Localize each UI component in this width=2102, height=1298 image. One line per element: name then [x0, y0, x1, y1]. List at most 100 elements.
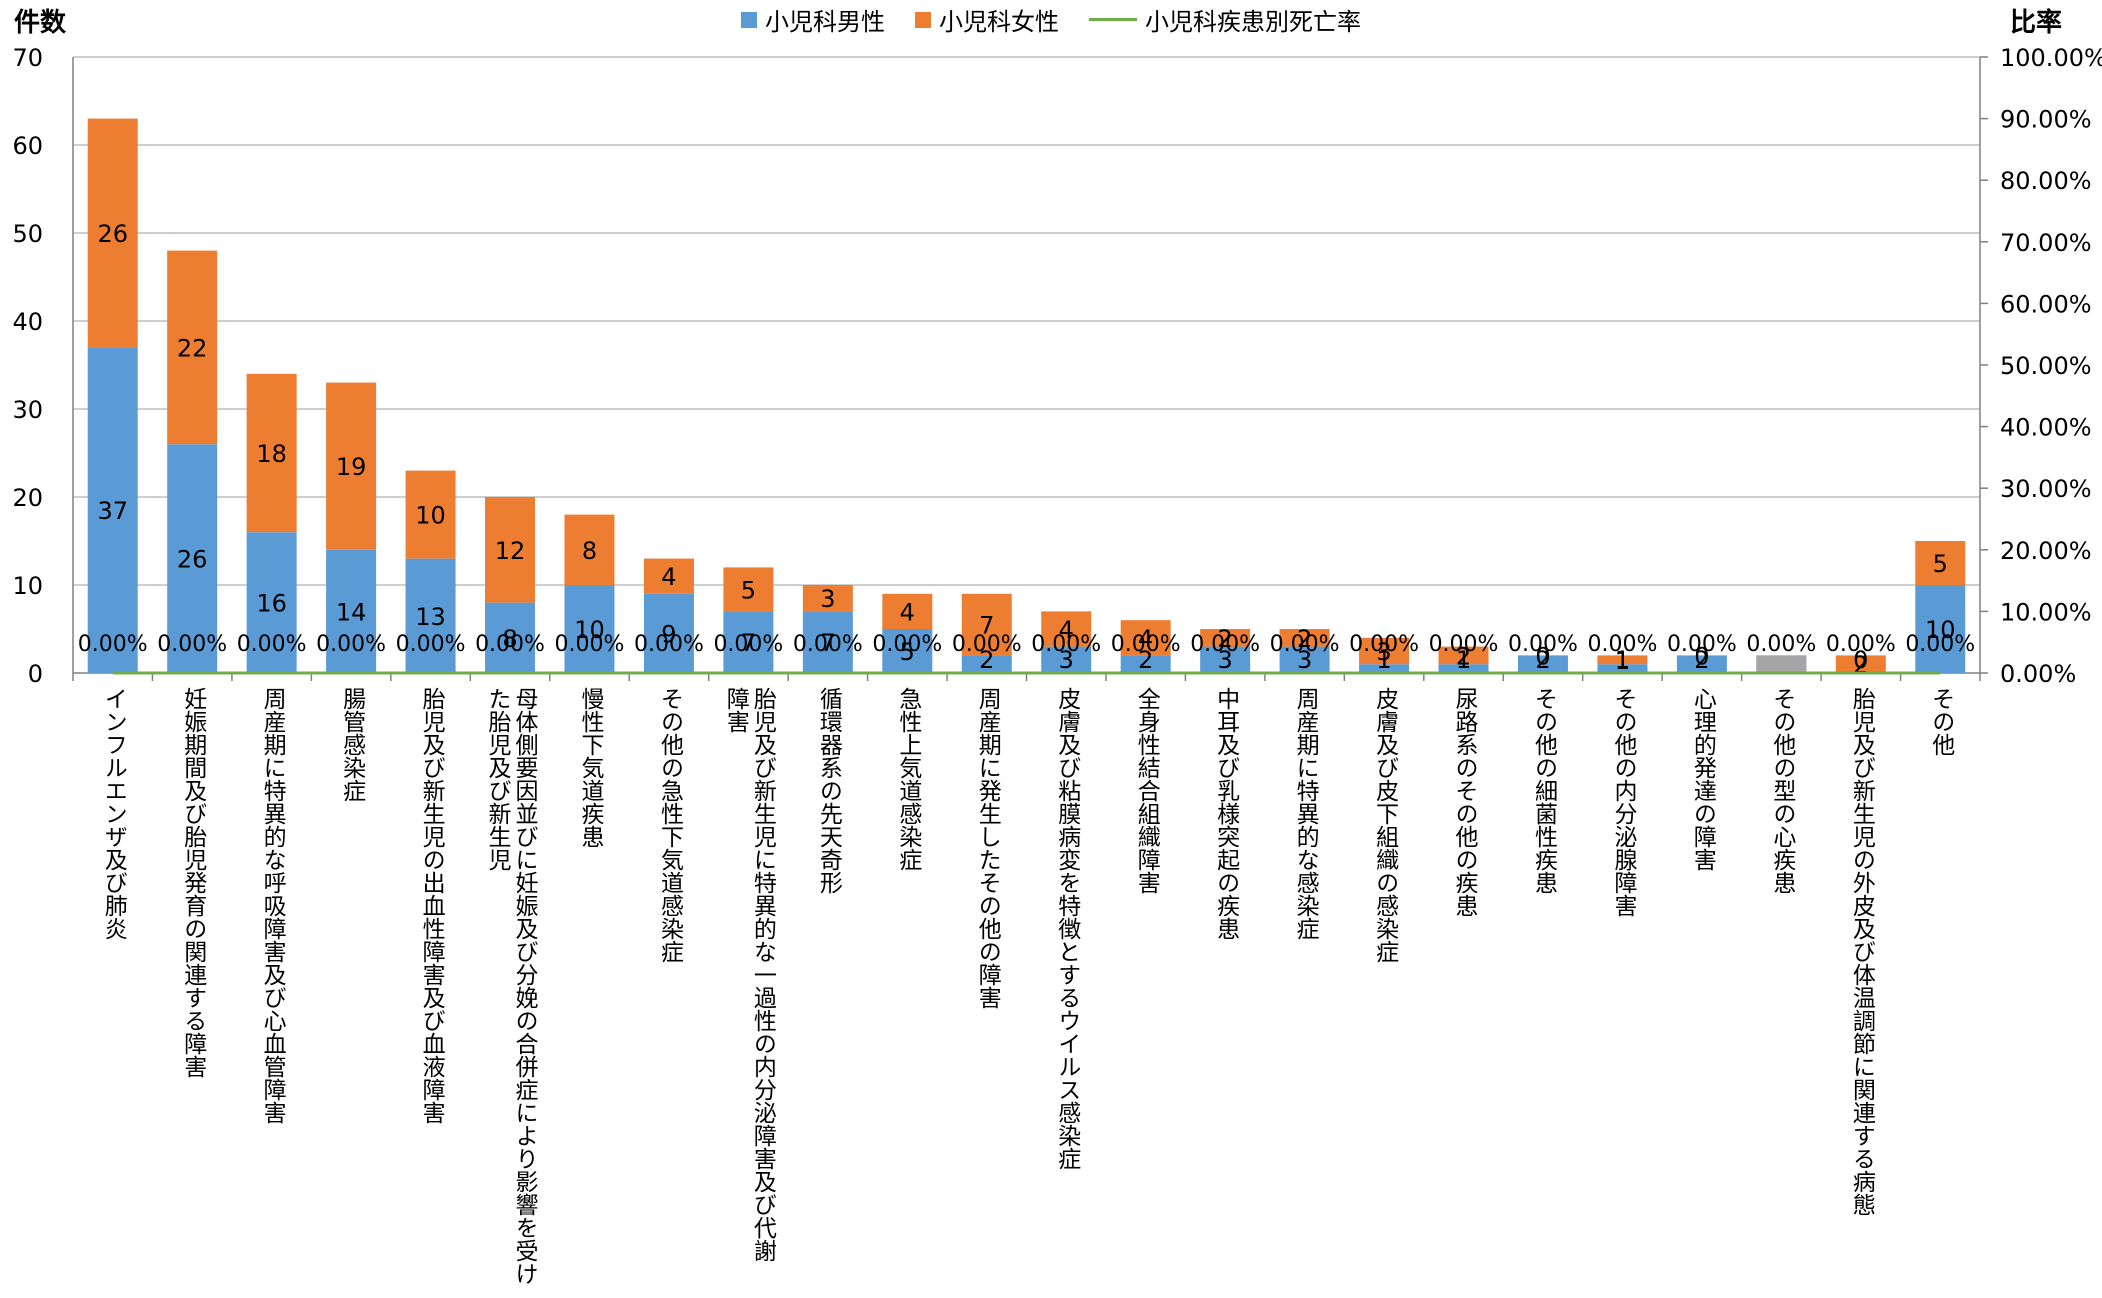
category-label: 慢性下気道疾患 — [576, 687, 603, 848]
category-label: 全身性結合組織障害 — [1133, 687, 1160, 894]
y-right-tick: 70.00% — [2000, 229, 2092, 257]
label-male: 10 — [1925, 616, 1956, 644]
bar-male — [87, 347, 138, 673]
bar-male — [1279, 646, 1330, 673]
label-male: 3 — [1059, 646, 1074, 674]
legend-label-female: 小児科女性 — [939, 8, 1059, 36]
label-male: 0 — [1853, 646, 1868, 674]
label-male: 13 — [415, 603, 446, 631]
label-male: 2 — [979, 646, 994, 674]
category-label: その他の細菌性疾患 — [1530, 687, 1557, 894]
category-label: その他の型の心疾患 — [1768, 687, 1795, 894]
label-male: 1 — [1376, 646, 1391, 674]
label-female: 10 — [415, 502, 446, 530]
label-mortality: 0.00% — [555, 632, 625, 657]
y-left-tick: 20 — [12, 484, 43, 512]
bar-male — [1359, 664, 1410, 673]
label-mortality: 0.00% — [1746, 632, 1816, 657]
label-male: 2 — [1138, 646, 1153, 674]
bar-male — [1517, 655, 1568, 673]
bar-female — [167, 250, 218, 445]
label-male: 1 — [1615, 646, 1630, 674]
label-female: 22 — [177, 334, 208, 362]
category-label: 胎児及び新生児に特異的な一過性の内分泌障害及び代謝 障害 — [722, 687, 776, 1262]
label-female: 18 — [256, 440, 287, 468]
bar-male — [882, 629, 933, 673]
legend-item-mortality: 小児科疾患別死亡率 — [1089, 2, 1361, 37]
bar-male — [1597, 664, 1648, 673]
category-label: 腸管感染症 — [338, 687, 365, 802]
bar-male — [1120, 655, 1171, 673]
bar-male — [643, 593, 694, 673]
label-female: 26 — [97, 220, 128, 248]
label-mortality: 0.00% — [1587, 632, 1657, 657]
bar-male — [564, 585, 615, 673]
bar-female — [87, 118, 138, 348]
label-mortality: 0.00% — [316, 632, 386, 657]
label-female: 5 — [741, 576, 756, 604]
y-left-tick: 0 — [28, 660, 43, 688]
label-male: 26 — [177, 546, 208, 574]
category-label: 周産期に特異的な感染症 — [1292, 687, 1319, 940]
y-right-title: 比率 — [2010, 8, 2063, 38]
label-mortality: 0.00% — [634, 632, 704, 657]
label-female: 2 — [1297, 625, 1312, 653]
bar-female — [326, 382, 377, 550]
label-male: 16 — [256, 590, 287, 618]
label-mortality: 0.00% — [1270, 632, 1340, 657]
label-mortality: 0.00% — [713, 632, 783, 657]
label-female: 0 — [1694, 642, 1709, 670]
bar-female — [1200, 629, 1251, 647]
y-left-tick: 50 — [12, 220, 43, 248]
label-female: 19 — [336, 453, 367, 481]
y-right-tick: 50.00% — [2000, 352, 2092, 380]
label-mortality: 0.00% — [1905, 632, 1975, 657]
y-right-tick: 20.00% — [2000, 537, 2092, 565]
y-left-tick: 40 — [12, 308, 43, 336]
bar-female — [1041, 611, 1092, 647]
bar-male — [1041, 646, 1092, 673]
label-male: 2 — [1535, 646, 1550, 674]
label-mortality: 0.00% — [872, 632, 942, 657]
label-male: 37 — [97, 497, 128, 525]
bar-female — [1915, 541, 1966, 585]
bar-female — [1279, 629, 1330, 647]
bar-female — [246, 373, 297, 533]
legend-item-female: 小児科女性 — [915, 2, 1059, 37]
label-mortality: 0.00% — [1349, 632, 1419, 657]
y-right-tick: 40.00% — [2000, 414, 2092, 442]
legend-label-male: 小児科男性 — [765, 8, 885, 36]
label-mortality: 0.00% — [1826, 632, 1896, 657]
y-right-tick: 80.00% — [2000, 167, 2092, 195]
category-label: インフルエンザ及び肺炎 — [100, 687, 127, 940]
category-label: 胎児及び新生児の出血性障害及び血液障害 — [418, 687, 445, 1124]
bar-female — [643, 558, 694, 594]
label-male: 10 — [574, 616, 605, 644]
bar-female — [1597, 655, 1648, 665]
label-mortality: 0.00% — [78, 632, 148, 657]
bar-male — [802, 611, 853, 673]
y-left-title: 件数 — [14, 8, 67, 38]
category-label: 母体側要因並びに妊娠及び分娩の合併症により影響を受け た胎児及び新生児 — [484, 687, 538, 1285]
label-female: 4 — [1059, 616, 1074, 644]
bar-male — [485, 602, 536, 673]
bar-male — [326, 549, 377, 673]
bar-female — [1835, 655, 1886, 673]
category-label: 心理的発達の障害 — [1689, 687, 1716, 871]
category-label: その他の急性下気道感染症 — [656, 687, 683, 963]
y-right-tick: 10.00% — [2000, 598, 2092, 626]
y-left-tick: 30 — [12, 396, 43, 424]
legend-swatch-mortality — [1089, 18, 1137, 21]
label-mortality: 0.00% — [793, 632, 863, 657]
bar-male — [167, 444, 218, 673]
category-label: 胎児及び新生児の外皮及び体温調節に関連する病態 — [1848, 687, 1875, 1216]
label-mortality: 0.00% — [1031, 632, 1101, 657]
label-mortality: 0.00% — [396, 632, 466, 657]
label-female: 12 — [495, 537, 526, 565]
label-female: 7 — [979, 612, 994, 640]
bar-female — [723, 567, 774, 612]
bar-female — [1359, 637, 1410, 665]
category-label: 妊娠期間及び胎児発育の関連する障害 — [179, 687, 206, 1078]
y-left-tick: 60 — [12, 132, 43, 160]
category-label: 中耳及び乳様突起の疾患 — [1212, 687, 1239, 940]
